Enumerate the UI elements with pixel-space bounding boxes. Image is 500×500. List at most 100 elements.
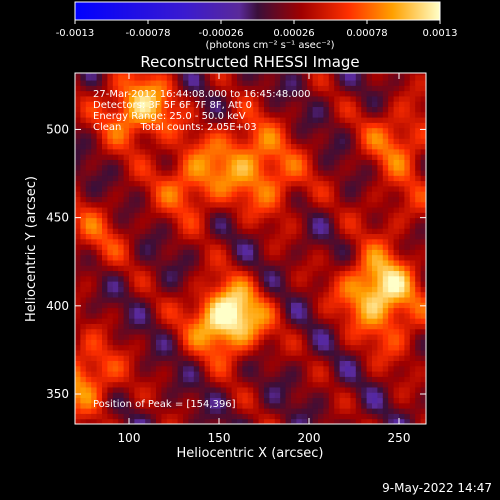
heatmap-cell (301, 212, 308, 219)
heatmap-cell (361, 159, 368, 166)
heatmap-cell (193, 191, 200, 197)
heatmap-cell (112, 286, 119, 293)
heatmap-cell (361, 90, 368, 97)
heatmap-cell (237, 143, 243, 150)
heatmap-cell (75, 360, 81, 367)
heatmap-cell (226, 148, 233, 155)
heatmap-cell (177, 191, 184, 197)
heatmap-cell (328, 339, 335, 346)
heatmap-cell (307, 132, 314, 139)
heatmap-cell (404, 175, 411, 182)
heatmap-cell (177, 339, 184, 346)
heatmap-cell (129, 402, 135, 409)
heatmap-cell (377, 413, 384, 420)
heatmap-cell (199, 222, 206, 229)
heatmap-cell (328, 170, 335, 176)
heatmap-cell (237, 360, 243, 367)
heatmap-cell (183, 413, 189, 420)
heatmap-cell (145, 392, 152, 399)
heatmap-cell (156, 418, 162, 424)
heatmap-cell (242, 73, 249, 76)
heatmap-cell (350, 281, 357, 287)
heatmap-cell (307, 328, 314, 335)
heatmap-cell (112, 111, 119, 118)
heatmap-cell (123, 408, 130, 414)
heatmap-cell (253, 275, 260, 282)
heatmap-cell (345, 259, 351, 266)
heatmap-cell (107, 217, 114, 224)
heatmap-cell (91, 73, 98, 76)
heatmap-cell (96, 207, 103, 213)
heatmap-cell (237, 418, 243, 424)
heatmap-cell (382, 159, 389, 166)
heatmap-cell (372, 307, 378, 314)
heatmap-cell (129, 80, 135, 86)
heatmap-cell (242, 381, 249, 388)
heatmap-cell (296, 249, 303, 256)
heatmap-cell (269, 286, 276, 293)
heatmap-cell (274, 233, 281, 240)
heatmap-cell (231, 111, 238, 118)
heatmap-cell (307, 275, 314, 282)
heatmap-cell (301, 413, 308, 420)
heatmap-cell (307, 371, 314, 377)
heatmap-cell (345, 270, 351, 277)
heatmap-cell (355, 217, 362, 224)
heatmap-cell (264, 355, 270, 361)
heatmap-cell (339, 334, 346, 340)
heatmap-cell (323, 339, 330, 346)
heatmap-cell (355, 265, 362, 272)
heatmap-cell (226, 275, 233, 282)
heatmap-cell (199, 117, 206, 123)
heatmap-cell (301, 222, 308, 229)
heatmap-cell (80, 185, 87, 192)
heatmap-cell (242, 334, 249, 340)
heatmap-cell (345, 170, 351, 176)
heatmap-cell (166, 201, 173, 208)
heatmap-cell (183, 270, 189, 277)
heatmap-cell (210, 249, 216, 256)
heatmap-cell (269, 111, 276, 118)
heatmap-cell (112, 80, 119, 86)
heatmap-cell (301, 323, 308, 330)
heatmap-cell (193, 408, 200, 414)
heatmap-cell (312, 371, 319, 377)
heatmap-cell (166, 397, 173, 404)
heatmap-cell (226, 376, 233, 383)
heatmap-cell (91, 286, 98, 293)
heatmap-cell (258, 328, 265, 335)
heatmap-cell (372, 148, 378, 155)
heatmap-cell (366, 143, 373, 150)
heatmap-cell (350, 244, 357, 250)
heatmap-cell (258, 85, 265, 92)
heatmap-cell (145, 286, 152, 293)
heatmap-cell (258, 74, 265, 81)
heatmap-cell (280, 297, 287, 303)
heatmap-cell (339, 318, 346, 324)
heatmap-cell (129, 207, 135, 213)
heatmap-cell (172, 80, 179, 86)
heatmap-cell (415, 402, 422, 409)
heatmap-cell (296, 154, 303, 160)
heatmap-cell (107, 302, 114, 309)
heatmap-cell (409, 365, 416, 372)
heatmap-cell (393, 106, 400, 113)
heatmap-cell (301, 196, 308, 203)
heatmap-cell (415, 111, 422, 118)
heatmap-cell (102, 302, 108, 309)
heatmap-cell (129, 312, 135, 319)
heatmap-cell (404, 402, 411, 409)
heatmap-cell (75, 281, 81, 287)
heatmap-cell (145, 80, 152, 86)
heatmap-cell (85, 233, 92, 240)
heatmap-cell (372, 106, 378, 113)
heatmap-cell (264, 360, 270, 367)
heatmap-cell (377, 80, 384, 86)
heatmap-cell (269, 164, 276, 171)
heatmap-cell (318, 270, 324, 277)
heatmap-cell (134, 175, 141, 182)
heatmap-cell (253, 191, 260, 197)
heatmap-cell (291, 286, 297, 293)
heatmap-cell (215, 217, 222, 224)
heatmap-cell (129, 355, 135, 361)
